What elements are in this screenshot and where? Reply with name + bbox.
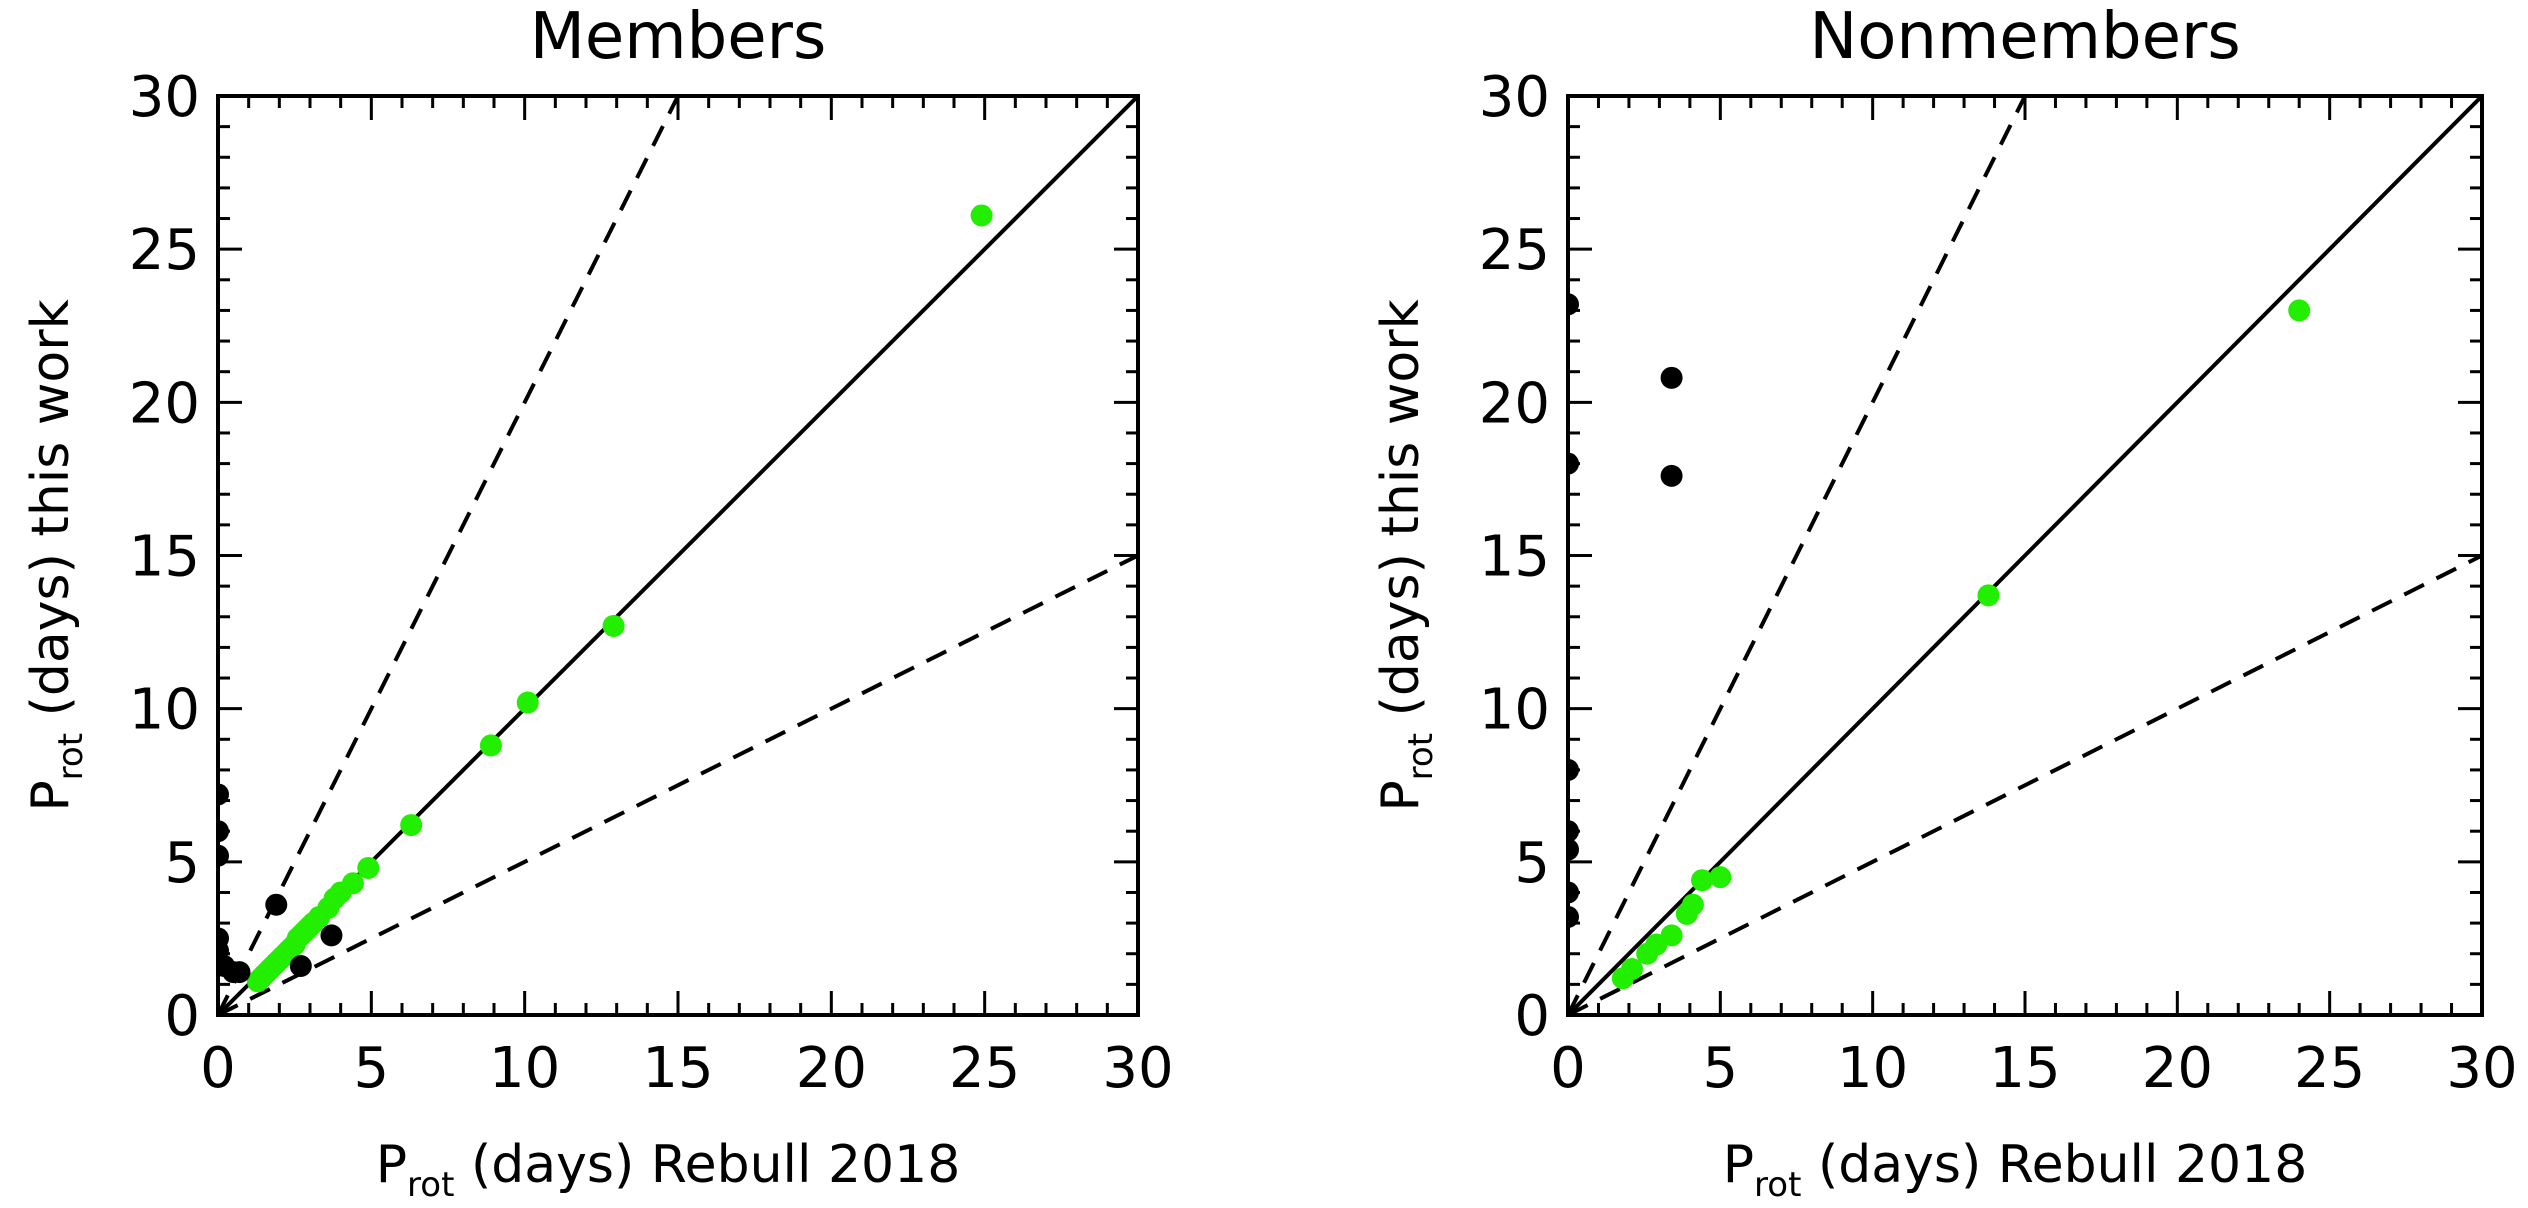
y-tick-label: 5 [164, 831, 200, 896]
x-tick-label: 0 [1550, 1036, 1586, 1101]
data-point-green [516, 691, 539, 714]
y-tick-label: 15 [1479, 525, 1550, 590]
y-tick-label: 20 [1479, 371, 1550, 436]
data-point-black [1660, 366, 1683, 389]
y-axis-label-sub: rot [51, 733, 91, 780]
data-point-green [2288, 299, 2311, 322]
y-tick-label: 0 [164, 984, 200, 1049]
y-tick-label: 25 [129, 218, 200, 283]
tick-labels: 0 5 10 15 20 25 30 0 5 10 15 20 25 30 [1479, 65, 2518, 1101]
data-point-green [1977, 584, 2000, 607]
svg-text:Prot (days) this work: Prot (days) this work [1371, 299, 1441, 811]
data-point-black [1568, 838, 1579, 861]
svg-text:Prot (days) this work: Prot (days) this work [21, 299, 91, 811]
reference-line-dashed [218, 96, 681, 1015]
chart-title: Nonmembers [1809, 0, 2240, 74]
data-point-green [400, 814, 423, 837]
data-point-green [357, 856, 380, 879]
y-tick-label: 10 [129, 678, 200, 743]
x-tick-label: 5 [1703, 1036, 1739, 1101]
data-point-green [341, 872, 364, 895]
y-axis-label: Prot (days) this work [21, 299, 91, 811]
x-tick-label: 0 [200, 1036, 236, 1101]
x-axis-label-sub: rot [1754, 1165, 1801, 1205]
x-tick-label: 30 [2446, 1036, 2517, 1101]
data-point-green [1709, 866, 1732, 889]
reference-line-dashed [1568, 96, 2028, 1015]
data-point-green [1620, 958, 1643, 981]
x-axis-label-main: P [376, 1135, 407, 1195]
x-tick-label: 25 [949, 1036, 1020, 1101]
reference-lines [218, 96, 1138, 1015]
reference-line-dashed [1568, 553, 2482, 1015]
x-axis-label-main: P [1723, 1135, 1754, 1195]
y-tick-label: 25 [1479, 218, 1550, 283]
data-point-green [970, 204, 993, 227]
nonmembers-panel: Nonmembers Prot (days) this work Prot (d… [1371, 0, 2518, 1205]
y-tick-label: 5 [1514, 831, 1550, 896]
data-point-black [1660, 464, 1683, 487]
data-point-green [602, 614, 625, 637]
y-tick-label: 10 [1479, 678, 1550, 743]
y-tick-label: 30 [1479, 65, 1550, 130]
data-point-green [1691, 869, 1714, 892]
reference-lines [1568, 96, 2482, 1015]
y-tick-label: 0 [1514, 984, 1550, 1049]
x-tick-label: 15 [642, 1036, 713, 1101]
data-point-black [289, 954, 312, 977]
axis-ticks [216, 94, 1140, 1017]
chart-title: Members [530, 0, 827, 74]
members-panel: Members Prot (days) this work Prot (days… [21, 0, 1174, 1205]
x-tick-label: 10 [1837, 1036, 1908, 1101]
y-axis-label-sub: rot [1401, 733, 1441, 780]
x-tick-label: 5 [354, 1036, 390, 1101]
data-points [1568, 293, 2311, 990]
data-point-green [1660, 924, 1683, 947]
y-axis-label-rest: (days) this work [1371, 299, 1431, 733]
x-tick-label: 20 [796, 1036, 867, 1101]
svg-text:Prot (days) Rebull 2018: Prot (days) Rebull 2018 [1723, 1135, 2308, 1205]
y-tick-label: 20 [129, 371, 200, 436]
x-axis-label-rest: (days) Rebull 2018 [454, 1135, 960, 1195]
axis-ticks [1566, 94, 2484, 1017]
x-tick-label: 30 [1102, 1036, 1173, 1101]
x-axis-label-rest: (days) Rebull 2018 [1801, 1135, 2307, 1195]
y-axis-label-main: P [1371, 780, 1431, 811]
x-tick-label: 20 [2142, 1036, 2213, 1101]
data-point-black [228, 961, 251, 984]
data-point-black [320, 924, 343, 947]
data-point-green [479, 734, 502, 757]
y-axis-label-rest: (days) this work [21, 299, 81, 733]
data-point-green [1681, 893, 1704, 916]
y-axis-label-main: P [21, 780, 81, 811]
reference-line-one-to-one [1568, 96, 2482, 1015]
x-tick-label: 25 [2294, 1036, 2365, 1101]
x-axis-label-sub: rot [407, 1165, 454, 1205]
reference-line-dashed [218, 553, 1138, 1015]
x-tick-label: 15 [1989, 1036, 2060, 1101]
y-tick-label: 15 [129, 525, 200, 590]
x-axis-label: Prot (days) Rebull 2018 [376, 1135, 961, 1205]
y-tick-label: 30 [129, 65, 200, 130]
data-points [218, 204, 993, 993]
data-point-black [265, 893, 288, 916]
svg-text:Prot (days) Rebull 2018: Prot (days) Rebull 2018 [376, 1135, 961, 1205]
x-axis-label: Prot (days) Rebull 2018 [1723, 1135, 2308, 1205]
y-axis-label: Prot (days) this work [1371, 299, 1441, 811]
tick-labels: 0 5 10 15 20 25 30 0 5 10 15 20 25 30 [129, 65, 1174, 1101]
x-tick-label: 10 [489, 1036, 560, 1101]
